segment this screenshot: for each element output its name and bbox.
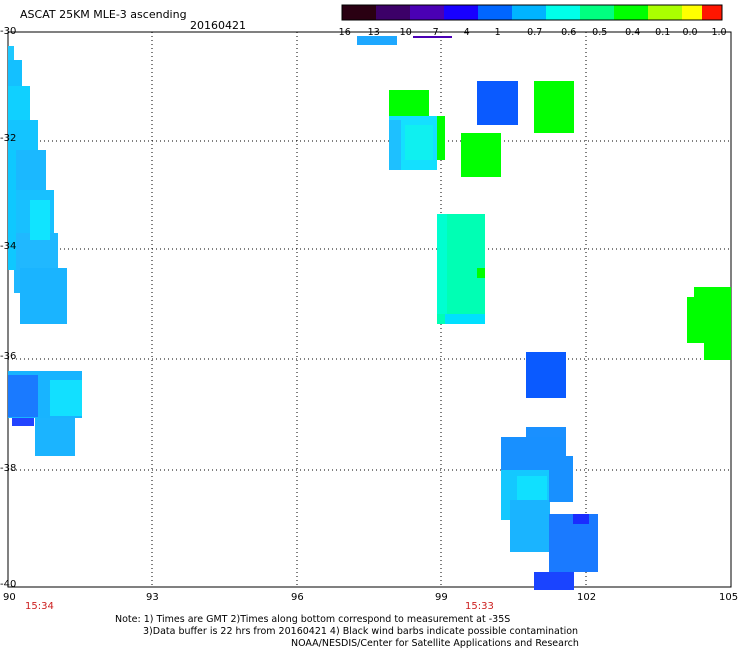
colorbar-swatch <box>546 5 580 20</box>
x-tick-label: 93 <box>146 592 159 603</box>
time-label-center: 15:33 <box>465 601 494 612</box>
colorbar-swatch <box>376 5 410 20</box>
data-cell <box>477 268 485 278</box>
gridlines <box>8 32 731 587</box>
colorbar-swatch <box>702 5 722 20</box>
data-cell <box>573 514 589 524</box>
data-cell <box>12 418 34 426</box>
y-tick-label: -32 <box>0 133 17 144</box>
y-tick-label: -38 <box>0 463 17 474</box>
x-tick-label: 96 <box>291 592 304 603</box>
colorbar-label: 0.0 <box>682 27 698 38</box>
colorbar-label: -4 <box>460 27 470 38</box>
colorbar-label: -0.1 <box>651 27 671 38</box>
data-cell <box>694 287 731 343</box>
data-cell <box>405 125 433 160</box>
colorbar-label: -16 <box>335 27 351 38</box>
colorbar-label: -10 <box>396 27 412 38</box>
y-tick-label: -30 <box>0 26 17 37</box>
data-cell <box>510 500 550 552</box>
colorbar-label: -13 <box>364 27 380 38</box>
colorbar-label: -0.5 <box>588 27 608 38</box>
y-tick-label: -36 <box>0 351 17 362</box>
colorbar-swatch <box>478 5 512 20</box>
data-cell <box>20 268 67 324</box>
x-tick-label: 102 <box>577 592 597 603</box>
colorbar-swatch <box>512 5 546 20</box>
data-cell <box>477 81 518 125</box>
data-cell <box>517 476 547 500</box>
data-cell <box>445 314 485 324</box>
data-cell <box>437 214 447 314</box>
colorbar-swatch <box>342 5 376 20</box>
chart-title: ASCAT 25KM MLE-3 ascending <box>20 8 187 21</box>
data-cell <box>461 133 501 177</box>
colorbar-swatch <box>410 5 444 20</box>
colorbar-swatch <box>580 5 614 20</box>
data-cell <box>35 418 75 456</box>
data-cell <box>534 572 574 590</box>
data-cell <box>534 81 574 133</box>
x-tick-label: 99 <box>435 592 448 603</box>
colorbar-label: -0.6 <box>557 27 577 38</box>
note-line-1: Note: 1) Times are GMT 2)Times along bot… <box>115 614 511 625</box>
data-cell <box>389 90 429 117</box>
data-cell <box>30 200 50 240</box>
data-cell <box>389 120 401 170</box>
colorbar-label: -0.4 <box>621 27 641 38</box>
colorbar-frame <box>341 4 723 21</box>
colorbar-label: -7 <box>429 27 439 38</box>
colorbar-label: -0.7 <box>523 27 543 38</box>
note-line-2: 3)Data buffer is 22 hrs from 20160421 4)… <box>143 626 579 637</box>
time-label-left: 15:34 <box>25 601 54 612</box>
colorbar-swatch <box>682 5 702 20</box>
colorbar-swatch <box>614 5 648 20</box>
data-cell <box>526 352 566 398</box>
data-cell <box>357 36 397 45</box>
data-cell <box>50 380 82 416</box>
y-tick-label: -34 <box>0 241 17 252</box>
note-line-3: NOAA/NESDIS/Center for Satellite Applica… <box>291 638 579 649</box>
x-tick-label: 90 <box>3 592 16 603</box>
data-cells <box>8 36 731 590</box>
colorbar-label: -1 <box>491 27 501 38</box>
colorbar-swatch <box>444 5 478 20</box>
plot-frame <box>7 31 732 588</box>
data-cell <box>549 456 573 502</box>
y-tick-label: -40 <box>0 579 17 590</box>
colorbar <box>341 4 723 38</box>
data-cell <box>8 375 38 417</box>
data-cell <box>704 340 731 360</box>
chart-date: 20160421 <box>190 19 246 32</box>
colorbar-label: 1.0 <box>711 27 727 38</box>
colorbar-swatch <box>648 5 682 20</box>
data-cell <box>8 150 16 270</box>
x-tick-label: 105 <box>719 592 739 603</box>
data-cell <box>687 297 697 343</box>
